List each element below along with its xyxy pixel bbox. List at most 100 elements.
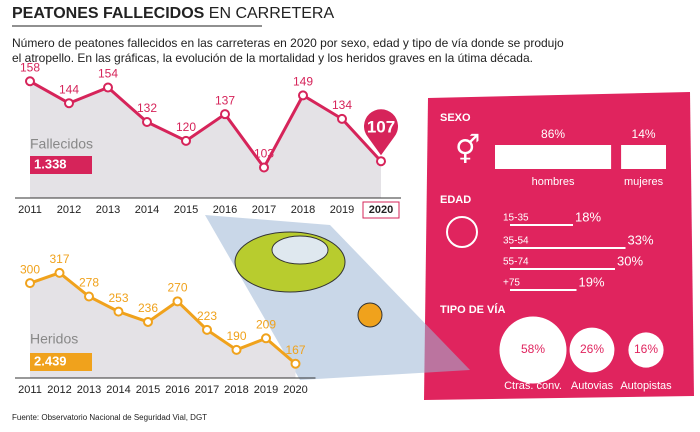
category-label: +75 <box>503 278 520 289</box>
x-tick-label: 2020 <box>369 204 393 216</box>
point <box>290 358 301 369</box>
x-tick-label: 2013 <box>96 204 120 216</box>
point <box>113 306 124 317</box>
x-tick-label: 2017 <box>195 384 219 396</box>
x-tick-label: 2011 <box>18 204 42 216</box>
x-tick-label: 2013 <box>77 384 101 396</box>
value-label: 300 <box>20 262 40 276</box>
value-label: 103 <box>254 147 274 161</box>
point <box>259 162 269 173</box>
x-tick-label: 2019 <box>330 204 354 216</box>
value-label: 58% <box>521 342 545 356</box>
value-label: 317 <box>49 252 69 266</box>
bar <box>510 247 626 249</box>
category-label: Autovias <box>571 380 614 392</box>
subtitle: el atropello. En las gráficas, la evoluc… <box>12 51 533 65</box>
x-tick-label: 2018 <box>291 204 315 216</box>
value-label: 278 <box>79 276 99 290</box>
total-box <box>30 156 92 174</box>
subtitle: Número de peatones fallecidos en las car… <box>12 36 564 50</box>
line <box>29 79 383 171</box>
point <box>84 291 94 302</box>
value-label: 154 <box>98 67 118 81</box>
category-label: 55-74 <box>503 257 529 268</box>
value-label: 144 <box>59 82 79 96</box>
value-label: 120 <box>176 120 196 134</box>
category-label: hombres <box>532 176 575 188</box>
area <box>30 272 296 378</box>
x-tick-label: 2014 <box>135 204 159 216</box>
value-label: 14% <box>632 127 656 141</box>
x-tick-label: 2012 <box>57 204 81 216</box>
bubble <box>569 327 615 373</box>
series-label: Heridos <box>30 331 78 347</box>
point <box>231 344 242 355</box>
series-label: Fallecidos <box>30 136 93 152</box>
point <box>172 296 183 307</box>
bubble <box>499 316 567 384</box>
x-tick-label: 2017 <box>252 204 276 216</box>
point <box>202 324 212 335</box>
icon: ⚥ <box>455 133 480 165</box>
bar <box>510 224 573 226</box>
x-tick-label: 2016 <box>165 384 189 396</box>
category-label: Ctras. conv. <box>504 380 562 392</box>
point <box>64 98 74 109</box>
point <box>261 333 271 344</box>
bar <box>510 289 577 291</box>
total: 2.439 <box>34 353 67 368</box>
point <box>181 135 191 146</box>
x-tick-label: 2018 <box>224 384 248 396</box>
title: PEATONES FALLECIDOS EN CARRETERA <box>12 5 334 22</box>
x-tick-label: 2011 <box>18 384 42 396</box>
value-label: 223 <box>197 309 217 323</box>
x-tick-label: 2014 <box>106 384 130 396</box>
value-label: 132 <box>137 101 157 115</box>
value-label: 33% <box>628 232 654 247</box>
point <box>376 156 386 167</box>
value-label: 86% <box>541 127 565 141</box>
panel-heading: SEXO <box>440 112 471 124</box>
point <box>54 267 65 278</box>
value-label: 253 <box>108 291 128 305</box>
point <box>142 117 152 128</box>
panel-heading: EDAD <box>440 194 471 206</box>
x-tick-label: 2016 <box>213 204 237 216</box>
bar <box>621 145 666 169</box>
x-tick-label: 2012 <box>47 384 71 396</box>
point <box>298 90 308 101</box>
x-tick-label: 2020 <box>283 384 307 396</box>
panel-heading: TIPO DE VÍA <box>440 303 505 316</box>
bubble <box>628 332 664 368</box>
value-label: 16% <box>634 342 658 356</box>
value-label: 158 <box>20 60 40 74</box>
total: 1.338 <box>34 156 67 171</box>
value-label: 134 <box>332 98 352 112</box>
value-label: 209 <box>256 317 276 331</box>
car-illustration <box>205 215 470 380</box>
point <box>25 278 35 289</box>
value-label: 18% <box>575 209 601 224</box>
x-tick-label: 2015 <box>136 384 160 396</box>
point <box>220 109 230 120</box>
value-label: 30% <box>617 253 643 268</box>
value-label: 19% <box>579 274 605 289</box>
value-label: 107 <box>367 118 395 137</box>
source: Fuente: Observatorio Nacional de Segurid… <box>12 413 207 422</box>
category-label: mujeres <box>624 176 664 188</box>
value-label: 167 <box>285 343 305 357</box>
value-label: 26% <box>580 342 604 356</box>
bar <box>495 145 612 169</box>
icon <box>446 216 478 248</box>
highlight <box>362 201 400 219</box>
category-label: 35-54 <box>503 236 529 247</box>
point <box>337 113 347 124</box>
line <box>29 271 297 365</box>
x-tick-label: 2019 <box>254 384 278 396</box>
bar <box>510 268 615 270</box>
x-tick-label: 2015 <box>174 204 198 216</box>
pin <box>363 109 398 156</box>
point <box>103 82 113 93</box>
total-box <box>30 353 92 371</box>
